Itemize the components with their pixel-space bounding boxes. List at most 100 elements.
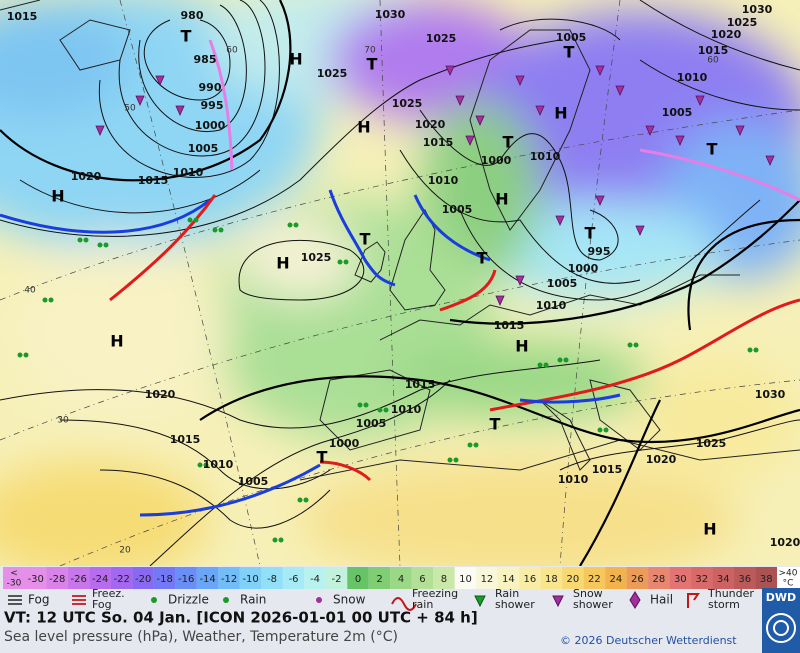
scale-label: -18 xyxy=(156,574,172,585)
logo-swirl xyxy=(766,613,796,643)
rain-symbol xyxy=(303,497,309,503)
pressure-label: 1025 xyxy=(392,97,423,110)
pressure-label: 1005 xyxy=(188,142,219,155)
grid-label: 70 xyxy=(364,46,376,56)
snow-symbol xyxy=(175,105,185,116)
scale-label: -6 xyxy=(289,574,299,585)
rain-symbol xyxy=(212,227,218,233)
pressure-center: T xyxy=(181,27,192,46)
rain-symbol xyxy=(42,297,48,303)
pressure-center: H xyxy=(515,337,528,356)
pressure-label: 1015 xyxy=(170,433,201,446)
weather-legend-label: Snow xyxy=(333,593,366,607)
scale-cell xyxy=(755,567,777,589)
rain-symbol xyxy=(297,497,303,503)
pressure-label: 980 xyxy=(181,9,204,22)
weather-legend-label: storm xyxy=(708,598,740,611)
pressure-center: H xyxy=(51,187,64,206)
scale-cell xyxy=(46,567,68,589)
pressure-center: T xyxy=(585,224,596,243)
pressure-center: T xyxy=(564,43,575,62)
snow-symbol xyxy=(595,65,605,76)
scale-cell xyxy=(734,567,756,589)
scale-label: 30 xyxy=(674,574,687,585)
snow-symbol xyxy=(675,135,685,146)
pressure-label: 1005 xyxy=(556,31,587,44)
scale-label: -28 xyxy=(49,574,65,585)
grid-label: 50 xyxy=(124,104,136,114)
pressure-label: 1030 xyxy=(755,388,786,401)
rain-symbol xyxy=(363,402,369,408)
pressure-label: 1015 xyxy=(592,463,623,476)
scale-label: -2 xyxy=(332,574,342,585)
snow-symbol xyxy=(615,85,625,96)
pressure-center: T xyxy=(490,415,501,434)
icon-snow xyxy=(316,597,322,603)
rain-symbol xyxy=(447,457,453,463)
coastlines xyxy=(0,0,800,481)
rain-symbol xyxy=(473,442,479,448)
pressure-center: H xyxy=(703,520,716,539)
pressure-label: 1015 xyxy=(7,10,38,23)
weather-legend-label: Freez. xyxy=(92,587,125,600)
pressure-label: 1005 xyxy=(547,277,578,290)
weather-legend-label: Thunder xyxy=(707,587,754,600)
rain-symbol xyxy=(97,242,103,248)
pressure-label: 995 xyxy=(588,245,611,258)
pressure-label: 1030 xyxy=(375,8,406,21)
pressure-label: 1010 xyxy=(558,473,589,486)
scale-label: -22 xyxy=(114,574,130,585)
pressure-label: 1015 xyxy=(423,136,454,149)
rain-symbol xyxy=(337,259,343,265)
icon-freezing-fog xyxy=(72,595,86,605)
pressure-label: 1025 xyxy=(301,251,332,264)
scale-cell xyxy=(325,567,348,589)
pressure-label: 1000 xyxy=(195,119,226,132)
weather-legend-label: rain xyxy=(412,598,433,611)
pressure-label: 1005 xyxy=(662,106,693,119)
scale-end-label: < xyxy=(10,569,18,579)
rain-symbol xyxy=(563,357,569,363)
rain-symbol xyxy=(557,357,563,363)
scale-label: -24 xyxy=(92,574,108,585)
pressure-center: H xyxy=(110,332,123,351)
rain-symbol xyxy=(203,462,209,468)
snow-symbol xyxy=(765,155,775,166)
scale-end-label: -30 xyxy=(7,579,22,589)
scale-cell xyxy=(304,567,326,589)
scale-cell xyxy=(261,567,283,589)
scale-label: 2 xyxy=(376,574,382,585)
weather-legend-label: Fog xyxy=(92,598,112,611)
scale-label: 22 xyxy=(588,574,601,585)
pressure-label: 1005 xyxy=(442,203,473,216)
rain-symbol xyxy=(357,402,363,408)
grid-label: 30 xyxy=(57,416,69,426)
pressure-label: 990 xyxy=(199,81,222,94)
pressure-label: 1020 xyxy=(646,453,677,466)
rain-symbol xyxy=(747,347,753,353)
rain-symbol xyxy=(627,342,633,348)
snow-symbol xyxy=(695,95,705,106)
icon-fog xyxy=(8,595,22,605)
scale-cell xyxy=(583,567,606,589)
scale-cell xyxy=(132,567,154,589)
scale-label: -20 xyxy=(135,574,151,585)
scale-label: -16 xyxy=(178,574,194,585)
map-area: 1015 980985990995100010051010101510201025… xyxy=(0,0,800,566)
snow-symbol xyxy=(475,115,485,126)
valid-time: VT: 12 UTC So. 04 Jan. [ICON 2026-01-01 … xyxy=(4,609,478,627)
scale-cell xyxy=(605,567,627,589)
logo-swirl xyxy=(773,620,789,636)
weather-legend-label: Drizzle xyxy=(168,593,209,607)
rain-symbol xyxy=(23,352,29,358)
pressure-center: T xyxy=(477,249,488,268)
pressure-label: 1030 xyxy=(742,3,773,16)
grid-label: 20 xyxy=(119,546,131,556)
snow-symbol xyxy=(555,215,565,226)
scale-cell xyxy=(25,567,47,589)
pressure-label: 1015 xyxy=(138,174,169,187)
scale-cell xyxy=(562,567,584,589)
scale-cell xyxy=(476,567,498,589)
pressure-label: 1005 xyxy=(356,417,387,430)
